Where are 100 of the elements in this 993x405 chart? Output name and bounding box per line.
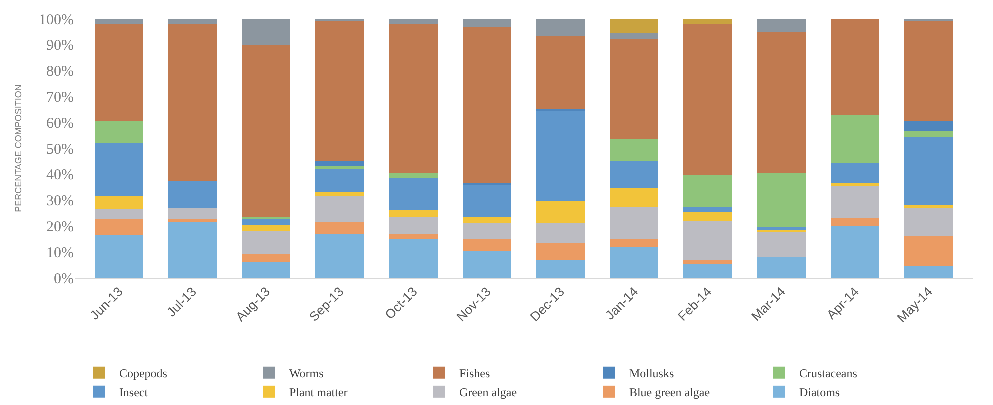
y-tick-label: 20% [46,219,74,236]
y-tick-label: 60% [46,116,74,132]
bar [168,19,218,24]
bar [684,264,732,278]
bar [168,180,218,208]
bar [757,231,806,258]
y-tick-label: 90% [46,38,74,54]
bar [316,161,364,167]
legend-label: Diatoms [799,386,840,400]
bar [904,136,954,206]
bar [536,19,586,36]
bar [242,254,291,262]
legend-label: Worms [289,366,324,381]
legend-label: Plant matter [289,386,348,400]
bar [757,19,806,32]
bar [684,260,732,264]
bar [610,246,659,278]
bar [684,212,732,222]
bar [757,257,806,278]
bar [389,239,438,278]
bar [316,169,364,193]
bar [536,224,586,244]
bar [168,208,218,220]
bar [757,173,806,228]
bar [242,44,291,218]
bar [904,22,954,122]
bar [316,20,364,162]
bar [830,19,880,115]
bar [830,226,880,278]
bar [610,139,659,162]
bar [610,239,659,247]
bar [462,184,512,218]
bar [168,220,218,222]
bar [94,196,144,210]
legend-label: Mollusks [629,366,674,381]
bar [462,19,512,27]
bar [389,19,438,24]
bar [610,188,659,207]
y-tick-label: 80% [46,64,74,80]
bar [94,235,144,278]
bar [316,166,364,170]
bar [610,19,659,34]
bar [536,260,586,278]
y-tick-label: 100% [39,12,74,28]
bar [830,218,880,226]
bar [389,24,438,174]
bar [316,222,364,234]
bar [536,36,586,110]
bar [830,186,880,218]
legend-label: Crustaceans [799,366,858,381]
y-tick-label: 0% [54,271,74,288]
bar [462,239,512,251]
bar [904,208,954,237]
bar [904,205,954,208]
bar [684,221,732,260]
bar [830,162,880,184]
bar [536,202,586,224]
bar [904,132,954,137]
bar [462,250,512,278]
legend-label: Insect [119,386,149,400]
bar [94,19,144,24]
bar [242,220,291,225]
bar [536,110,586,202]
y-tick-label: 70% [46,90,74,106]
bar [389,217,438,234]
bar [168,222,218,278]
bar [316,234,364,278]
bar [904,19,954,22]
bar [462,26,512,184]
legend-label: Fishes [459,366,490,381]
bar [242,19,291,45]
bar [462,217,512,224]
bar [904,121,954,132]
bar [94,121,144,144]
y-tick-label: 40% [46,168,74,184]
bar [757,228,806,230]
bar [389,210,438,218]
bar [830,114,880,163]
bar [684,206,732,212]
bar [242,217,291,220]
bar [757,32,806,174]
bar [389,173,438,178]
bar [389,178,438,211]
bar [94,143,144,196]
bar [389,234,438,240]
bar [94,209,144,220]
bar [168,24,218,181]
bar [242,262,291,278]
bar [610,40,659,140]
bar [316,196,364,222]
bar [684,24,732,176]
bar [316,192,364,196]
bar [684,19,732,24]
bar [830,183,880,186]
bar [610,161,659,189]
y-axis-title: PERCENTAGE COMPOSITION [13,84,24,212]
bar [610,206,659,240]
bar [904,266,954,278]
y-tick-label: 50% [46,142,74,158]
bar [610,33,659,40]
